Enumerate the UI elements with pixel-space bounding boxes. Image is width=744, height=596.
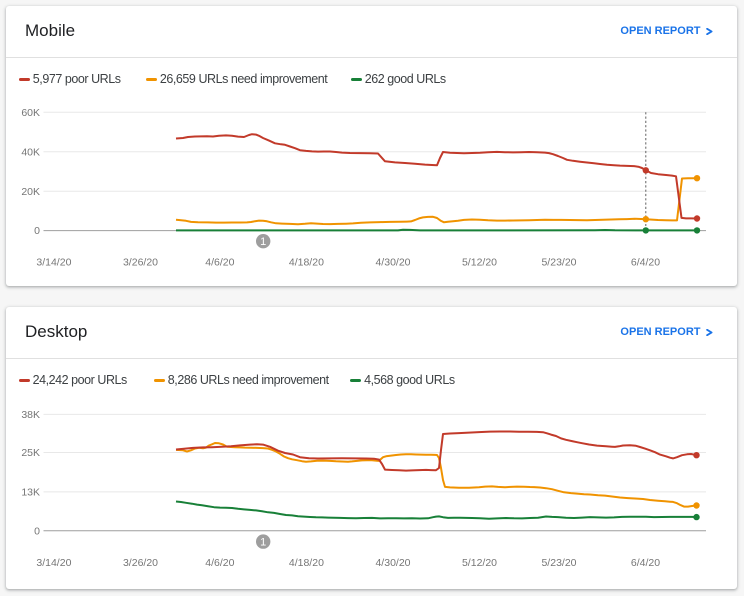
svg-text:40K: 40K	[21, 146, 40, 158]
svg-text:60K: 60K	[21, 107, 40, 119]
svg-text:5/12/20: 5/12/20	[462, 256, 497, 268]
svg-text:4/18/20: 4/18/20	[289, 256, 324, 268]
svg-text:4/30/20: 4/30/20	[375, 256, 410, 268]
svg-text:3/26/20: 3/26/20	[123, 557, 158, 569]
svg-text:6/4/20: 6/4/20	[631, 256, 660, 268]
svg-text:3/14/20: 3/14/20	[36, 557, 71, 569]
svg-text:1: 1	[260, 537, 266, 549]
svg-text:3/26/20: 3/26/20	[123, 256, 158, 268]
svg-text:1: 1	[260, 236, 266, 248]
svg-text:20K: 20K	[21, 186, 40, 198]
svg-text:5/23/20: 5/23/20	[541, 557, 576, 569]
svg-text:6/4/20: 6/4/20	[631, 557, 660, 569]
svg-text:3/14/20: 3/14/20	[36, 256, 71, 268]
svg-text:4/6/20: 4/6/20	[205, 557, 234, 569]
svg-text:25K: 25K	[21, 447, 40, 459]
svg-text:0: 0	[34, 225, 40, 237]
svg-text:5/23/20: 5/23/20	[541, 256, 576, 268]
svg-text:0: 0	[34, 525, 40, 537]
svg-text:5/12/20: 5/12/20	[462, 557, 497, 569]
svg-text:38K: 38K	[21, 409, 40, 421]
svg-text:13K: 13K	[21, 487, 40, 499]
svg-text:4/6/20: 4/6/20	[205, 256, 234, 268]
svg-text:4/18/20: 4/18/20	[289, 557, 324, 569]
svg-text:4/30/20: 4/30/20	[375, 557, 410, 569]
